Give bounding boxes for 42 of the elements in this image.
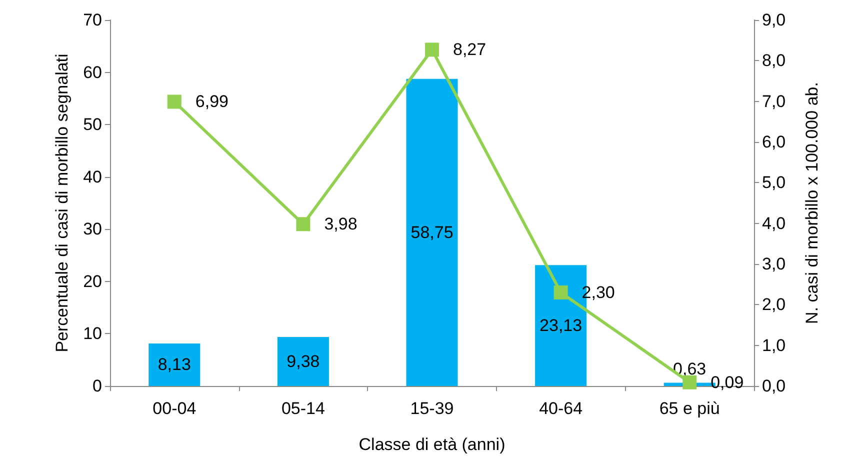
y-axis-title: Percentuale di casi di morbillo segnalati: [52, 54, 72, 352]
y2-tick-label: 2,0: [762, 295, 786, 314]
x-tick-label: 65 e più: [659, 399, 720, 418]
x-tick-label: 40-64: [539, 399, 583, 418]
y2-tick-label: 5,0: [762, 173, 786, 192]
x-tick-label: 00-04: [152, 399, 196, 418]
point: [296, 217, 310, 232]
data-label: 0,09: [710, 372, 744, 392]
y2-axis-title: N. casi di morbillo x 100.000 ab.: [802, 82, 822, 324]
y2-tick-label: 0,0: [762, 376, 786, 396]
point: [167, 94, 182, 109]
y-tick-label: 10: [83, 324, 102, 344]
data-label: 8,27: [453, 40, 486, 60]
x-tick-label: 15-39: [410, 399, 454, 418]
y2-tick-label: 6,0: [762, 132, 786, 152]
data-label: 9,38: [286, 352, 320, 371]
point: [554, 285, 568, 300]
bar: [406, 78, 458, 386]
y2-tick-label: 3,0: [762, 254, 786, 274]
data-label: 23,13: [540, 316, 582, 336]
y-tick-label: 60: [83, 62, 102, 82]
y-tick-label: 0: [92, 376, 102, 396]
y2-tick-label: 8,0: [762, 51, 786, 70]
y2-tick-label: 4,0: [762, 214, 786, 233]
y-tick-label: 70: [83, 10, 102, 30]
bar: [277, 336, 329, 386]
x-tick-label: 05-14: [281, 399, 325, 418]
point: [682, 375, 697, 390]
y2-tick-label: 9,0: [762, 10, 786, 30]
y-tick-label: 50: [83, 115, 102, 134]
x-axis-title: Classe di età (anni): [358, 435, 506, 454]
y-tick-label: 30: [83, 220, 102, 239]
data-label: 3,98: [324, 214, 358, 234]
data-label: 6,99: [195, 92, 228, 112]
y2-tick-label: 1,0: [762, 336, 786, 355]
y-tick-label: 40: [83, 167, 102, 186]
y2-tick-label: 7,0: [762, 92, 786, 111]
point: [425, 42, 439, 57]
data-label: 8,13: [158, 355, 191, 374]
bar: [148, 343, 200, 386]
y-tick-label: 20: [83, 272, 102, 291]
data-label: 58,75: [410, 222, 454, 242]
